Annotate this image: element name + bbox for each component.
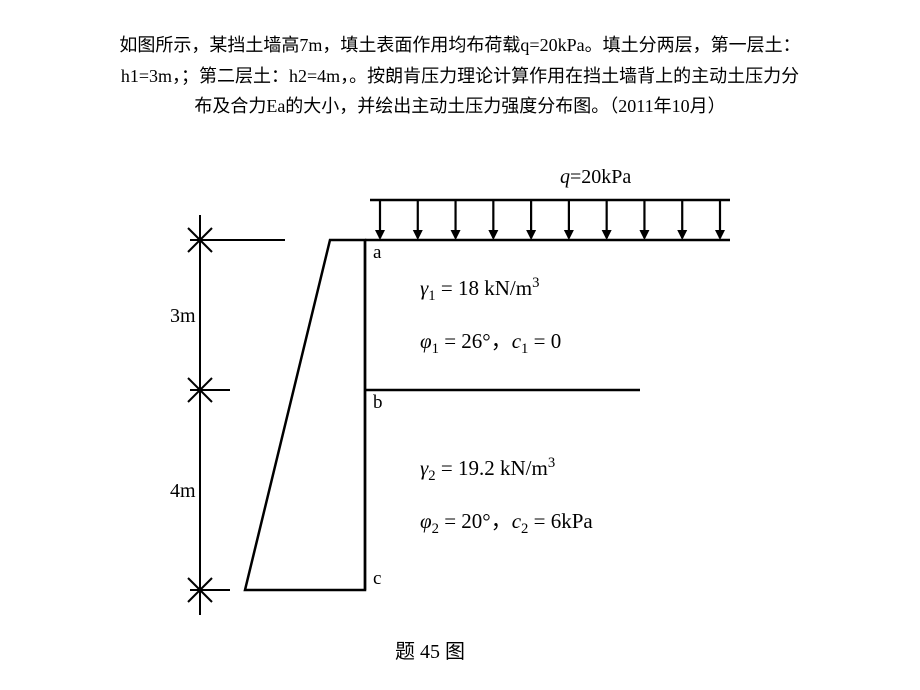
layer2-gamma: γ2 = 19.2 kN/m3 bbox=[420, 455, 555, 485]
problem-statement: 如图所示，某挡土墙高7m，填土表面作用均布荷载q=20kPa。填土分两层，第一层… bbox=[70, 30, 850, 122]
load-label: q=20kPa bbox=[560, 166, 631, 189]
layer1-phi: φ1 = 26°，c1 = 0 bbox=[420, 325, 561, 358]
point-a: a bbox=[373, 242, 381, 264]
point-c: c bbox=[373, 568, 381, 590]
layer1-gamma: γ1 = 18 kN/m3 bbox=[420, 275, 539, 305]
load-arrows bbox=[370, 200, 730, 240]
q-value: =20kPa bbox=[570, 166, 631, 188]
retaining-wall bbox=[245, 240, 365, 590]
problem-line2: h1=3m，；第二层土：h2=4m，。按朗肯压力理论计算作用在挡土墙背上的主动土… bbox=[121, 66, 799, 86]
point-b: b bbox=[373, 392, 383, 414]
problem-line3: 布及合力Ea的大小，并绘出主动土压力强度分布图。（2011年10月） bbox=[194, 96, 725, 116]
q-symbol: q bbox=[560, 166, 570, 188]
layer2-phi: φ2 = 20°，c2 = 6kPa bbox=[420, 505, 593, 538]
dim-tick-top bbox=[188, 228, 285, 252]
dim-tick-bot bbox=[188, 578, 230, 602]
problem-line1: 如图所示，某挡土墙高7m，填土表面作用均布荷载q=20kPa。填土分两层，第一层… bbox=[119, 35, 800, 55]
dim-tick-mid bbox=[188, 378, 230, 402]
dim-h2: 4m bbox=[170, 480, 196, 503]
diagram: q=20kPa a b c 3m 4m γ1 = 18 kN/m3 φ1 = 2… bbox=[170, 160, 750, 660]
figure-caption: 题 45 图 bbox=[395, 635, 465, 664]
dim-h1: 3m bbox=[170, 305, 196, 328]
diagram-svg bbox=[170, 160, 750, 660]
